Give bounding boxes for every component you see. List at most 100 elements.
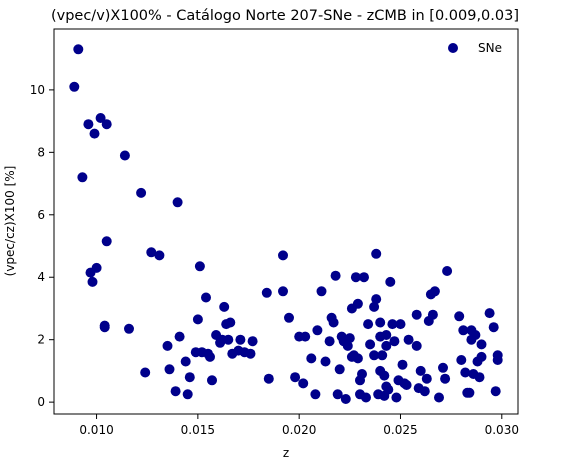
data-point-2 bbox=[77, 172, 88, 183]
data-point-88 bbox=[371, 294, 382, 305]
data-point-3 bbox=[83, 119, 94, 130]
data-point-122 bbox=[438, 362, 448, 373]
data-point-128 bbox=[460, 367, 471, 378]
y-axis-ticks: 0 2 4 6 8 10 bbox=[30, 83, 54, 409]
data-point-56 bbox=[300, 331, 311, 342]
data-point-25 bbox=[182, 389, 193, 400]
data-point-13 bbox=[119, 150, 130, 161]
data-point-126 bbox=[456, 355, 467, 365]
data-point-77 bbox=[352, 353, 363, 364]
data-point-24 bbox=[180, 356, 191, 367]
data-point-1 bbox=[73, 44, 84, 55]
y-axis-label: (vpec/cz)X100 [%] bbox=[3, 166, 17, 277]
data-point-127 bbox=[458, 325, 469, 336]
x-axis-label: z bbox=[283, 446, 289, 460]
data-point-44 bbox=[235, 334, 246, 345]
data-point-34 bbox=[207, 375, 217, 386]
data-point-16 bbox=[140, 367, 151, 378]
data-point-31 bbox=[201, 292, 211, 303]
data-point-21 bbox=[170, 386, 181, 397]
data-point-100 bbox=[383, 384, 394, 395]
data-point-86 bbox=[369, 350, 380, 361]
data-point-0 bbox=[69, 81, 80, 92]
data-point-137 bbox=[476, 339, 487, 350]
data-point-59 bbox=[312, 325, 323, 336]
x-tick-label: 0.030 bbox=[485, 423, 519, 437]
data-point-138 bbox=[476, 351, 487, 362]
data-point-99 bbox=[381, 340, 392, 351]
data-point-60 bbox=[316, 286, 327, 297]
data-point-87 bbox=[369, 301, 380, 312]
data-point-41 bbox=[225, 317, 236, 328]
data-point-124 bbox=[442, 266, 453, 276]
data-point-71 bbox=[342, 340, 353, 351]
data-point-78 bbox=[352, 298, 363, 309]
data-point-143 bbox=[492, 355, 503, 365]
data-point-51 bbox=[278, 250, 288, 261]
data-point-70 bbox=[340, 394, 351, 404]
data-point-103 bbox=[389, 336, 400, 347]
plot-area: 0.010 0.015 0.020 0.025 0.030 0 2 4 6 8 10 bbox=[30, 28, 519, 437]
x-tick-label: 0.010 bbox=[79, 423, 113, 437]
data-point-116 bbox=[421, 373, 432, 384]
y-tick-label: 4 bbox=[37, 270, 45, 284]
data-point-136 bbox=[474, 372, 485, 383]
data-point-81 bbox=[357, 369, 367, 379]
data-point-110 bbox=[403, 334, 414, 345]
data-point-58 bbox=[310, 389, 321, 400]
data-point-49 bbox=[263, 373, 274, 384]
x-tick-label: 0.015 bbox=[181, 423, 215, 437]
data-point-112 bbox=[411, 340, 422, 351]
data-point-26 bbox=[184, 372, 195, 383]
data-point-114 bbox=[415, 365, 426, 376]
data-point-107 bbox=[397, 359, 408, 370]
data-point-20 bbox=[164, 364, 175, 375]
data-point-19 bbox=[162, 340, 173, 351]
data-point-33 bbox=[205, 351, 215, 362]
data-point-130 bbox=[464, 387, 475, 398]
data-point-46 bbox=[245, 348, 256, 359]
data-point-11 bbox=[101, 119, 112, 130]
legend-label-sne: SNe bbox=[478, 41, 502, 55]
y-tick-label: 2 bbox=[37, 333, 45, 347]
data-point-5 bbox=[87, 276, 98, 287]
data-point-50 bbox=[278, 286, 288, 297]
data-point-101 bbox=[385, 276, 396, 287]
data-point-8 bbox=[95, 113, 106, 123]
data-point-38 bbox=[219, 301, 230, 312]
x-tick-label: 0.025 bbox=[383, 423, 417, 437]
data-point-85 bbox=[365, 339, 376, 350]
chart-title: (vpec/v)X100% - Catálogo Norte 207-SNe -… bbox=[51, 8, 519, 24]
data-point-47 bbox=[247, 336, 258, 347]
legend: SNe bbox=[448, 41, 502, 55]
data-point-18 bbox=[154, 250, 165, 261]
data-point-94 bbox=[377, 350, 388, 361]
data-point-141 bbox=[490, 386, 501, 397]
data-point-55 bbox=[298, 378, 309, 389]
data-point-40 bbox=[223, 334, 234, 345]
data-point-66 bbox=[332, 389, 343, 400]
data-point-115 bbox=[419, 386, 430, 397]
data-points bbox=[69, 44, 503, 404]
data-point-111 bbox=[411, 309, 422, 320]
data-point-15 bbox=[136, 187, 147, 198]
data-point-89 bbox=[371, 248, 382, 259]
data-point-17 bbox=[146, 247, 157, 258]
data-point-65 bbox=[330, 270, 341, 281]
data-point-29 bbox=[194, 261, 205, 272]
legend-marker-sne bbox=[448, 43, 458, 53]
data-point-125 bbox=[454, 311, 465, 322]
data-point-76 bbox=[350, 272, 361, 283]
data-point-22 bbox=[172, 197, 183, 208]
y-tick-label: 0 bbox=[37, 395, 45, 409]
y-tick-label: 8 bbox=[37, 145, 45, 159]
data-point-67 bbox=[334, 364, 345, 375]
data-point-48 bbox=[261, 287, 272, 298]
data-point-10 bbox=[99, 322, 110, 333]
y-tick-label: 10 bbox=[30, 83, 45, 97]
data-point-7 bbox=[91, 262, 102, 273]
plot-frame bbox=[53, 28, 519, 415]
data-point-61 bbox=[320, 356, 331, 367]
data-point-121 bbox=[434, 392, 444, 403]
